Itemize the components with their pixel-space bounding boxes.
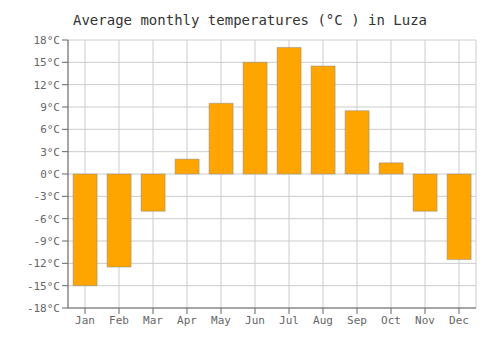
svg-text:-15°C: -15°C (27, 280, 60, 293)
svg-text:-18°C: -18°C (27, 302, 60, 315)
svg-text:6°C: 6°C (40, 123, 60, 136)
svg-text:Sep: Sep (347, 314, 367, 327)
svg-text:Feb: Feb (109, 314, 129, 327)
svg-text:Aug: Aug (313, 314, 333, 327)
svg-text:Oct: Oct (381, 314, 401, 327)
svg-text:-3°C: -3°C (34, 190, 61, 203)
svg-text:Nov: Nov (415, 314, 435, 327)
svg-text:Mar: Mar (143, 314, 163, 327)
svg-text:3°C: 3°C (40, 146, 60, 159)
svg-text:Dec: Dec (449, 314, 469, 327)
svg-text:-9°C: -9°C (34, 235, 61, 248)
svg-text:Jun: Jun (245, 314, 265, 327)
svg-text:9°C: 9°C (40, 101, 60, 114)
svg-text:-6°C: -6°C (34, 213, 61, 226)
svg-text:12°C: 12°C (34, 79, 61, 92)
svg-text:Jan: Jan (75, 314, 95, 327)
svg-text:18°C: 18°C (34, 34, 61, 47)
svg-text:0°C: 0°C (40, 168, 60, 181)
svg-text:Jul: Jul (279, 314, 299, 327)
svg-text:Apr: Apr (177, 314, 197, 327)
html-text:Average monthly temperatures (: Average monthly temperatures (°C ) in Lu… (73, 12, 427, 28)
svg-text:15°C: 15°C (34, 56, 61, 69)
svg-text:May: May (211, 314, 231, 327)
svg-text:-12°C: -12°C (27, 257, 60, 270)
